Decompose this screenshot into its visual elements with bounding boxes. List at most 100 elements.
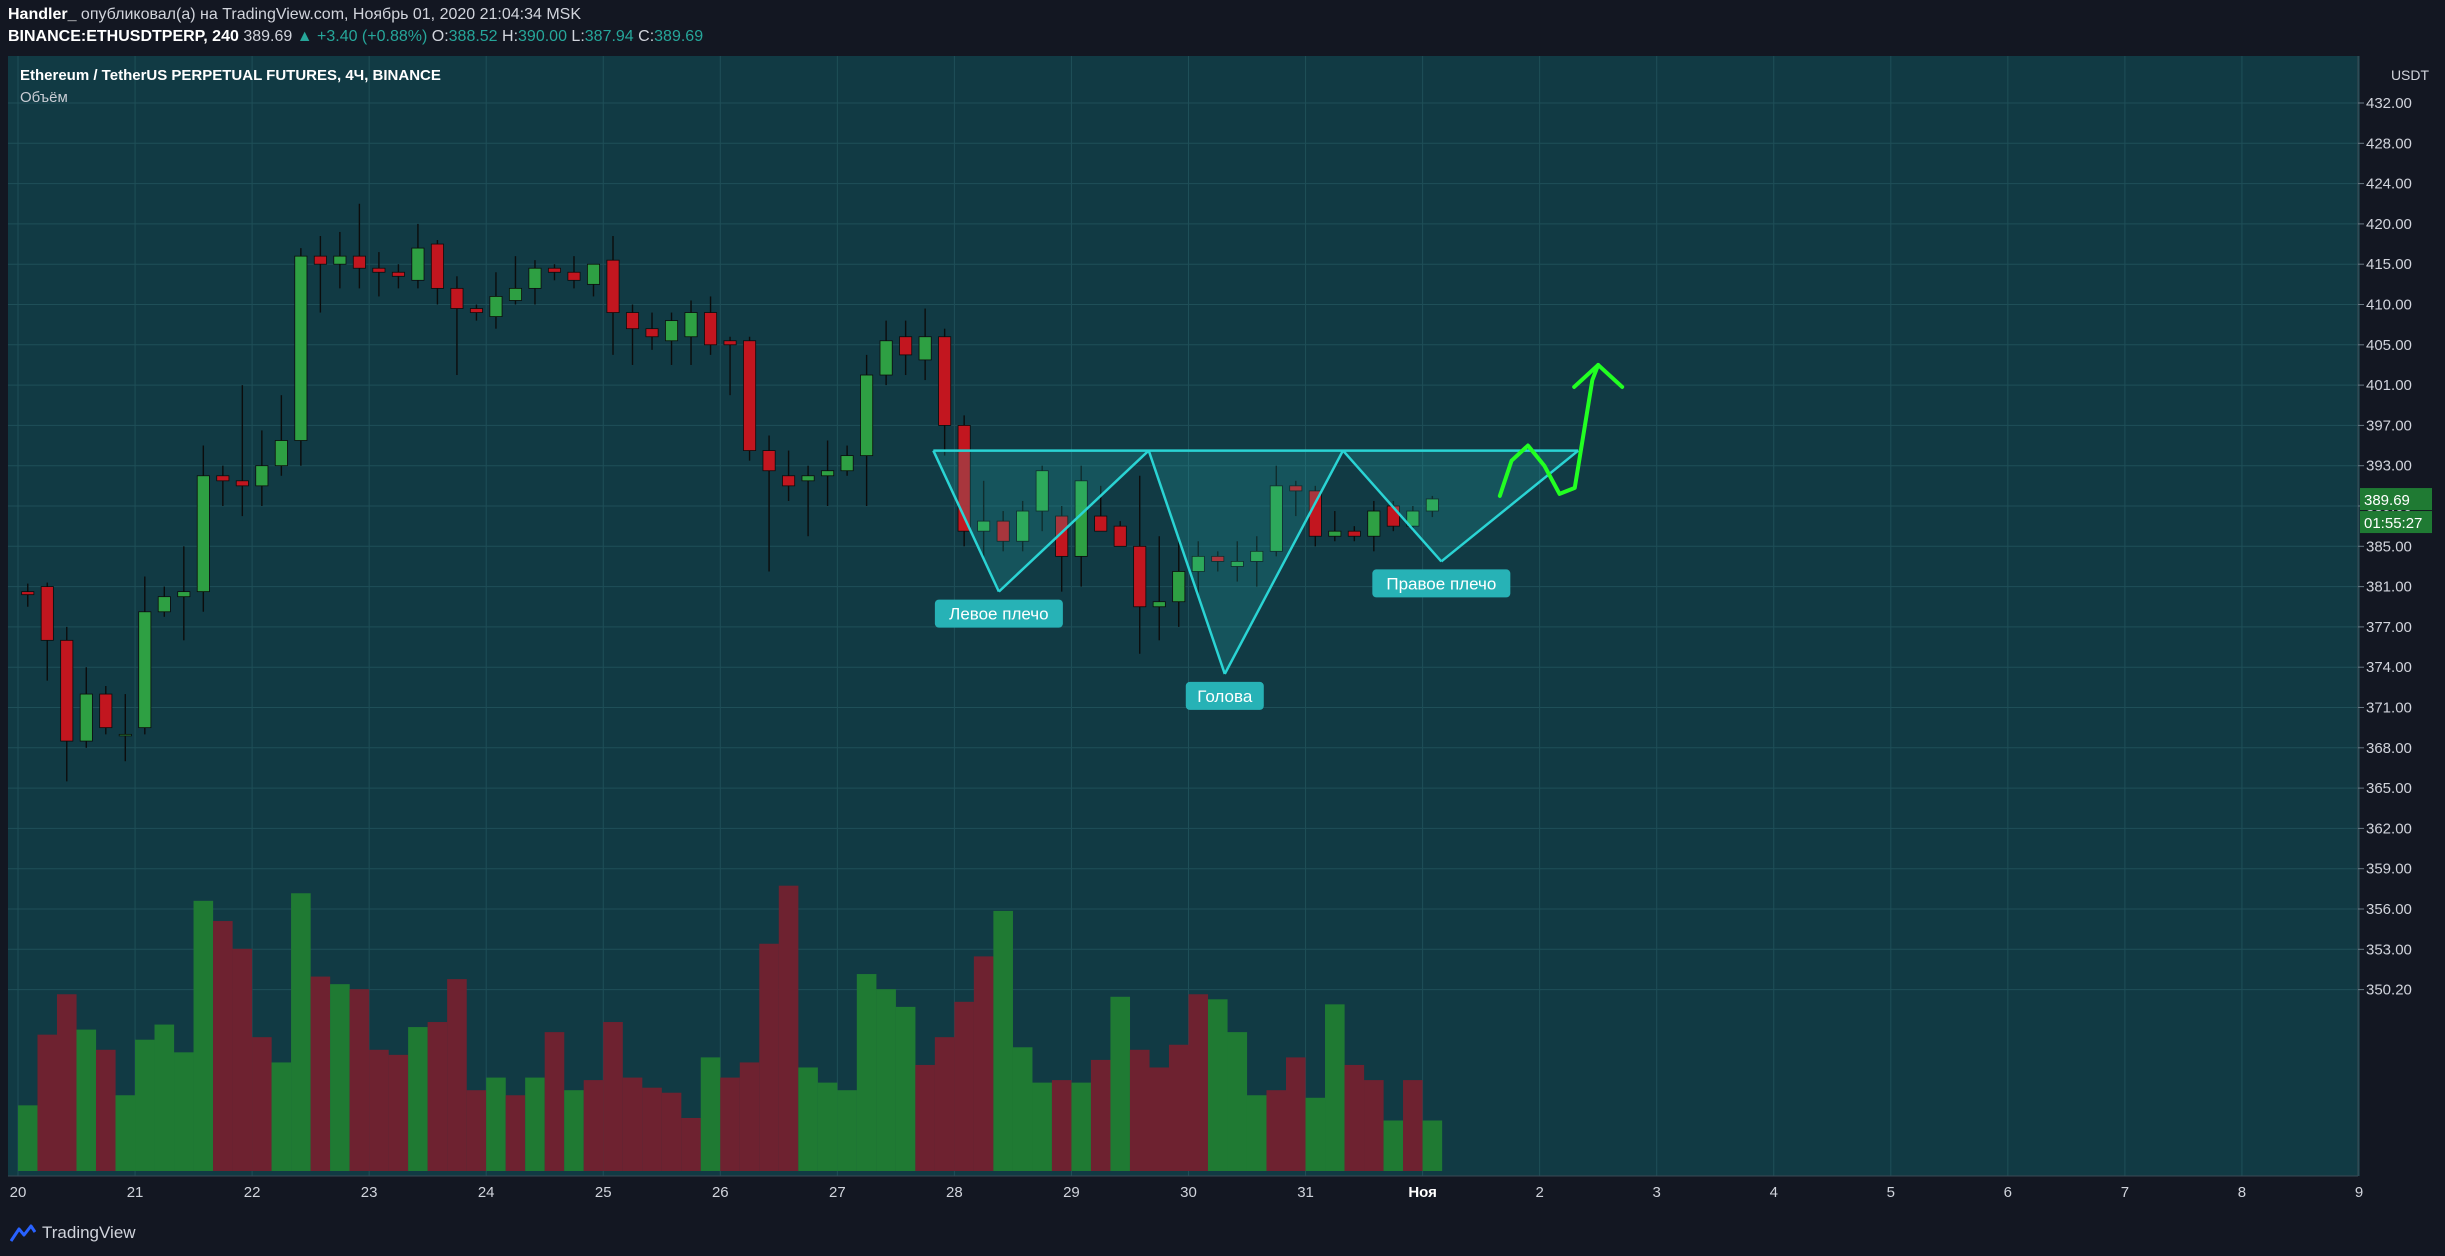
volume-bar: [193, 900, 214, 1171]
volume-bar: [115, 1095, 136, 1171]
head-shoulders-pattern: [932, 449, 1580, 675]
candle: [528, 260, 542, 305]
ohlc-line: BINANCE:ETHUSDTPERP, 240 389.69 ▲ +3.40 …: [8, 28, 703, 46]
volume-bar: [622, 1077, 643, 1171]
volume-bar: [759, 943, 779, 1171]
price-tick-label: 350.20: [2366, 982, 2412, 999]
candle: [99, 686, 113, 735]
volume-bar: [56, 994, 77, 1171]
price-tick-label: 393.00: [2366, 458, 2412, 475]
candle: [372, 252, 386, 297]
price-tick-label: 420.00: [2366, 216, 2412, 233]
price-tick-label: 353.00: [2366, 941, 2412, 958]
candle-body: [1152, 601, 1166, 608]
high-label: H:: [502, 28, 519, 45]
time-tick-label: 29: [1063, 1184, 1080, 1201]
candle-body: [469, 308, 483, 313]
last-price: 389.69: [243, 28, 293, 45]
candle: [1347, 526, 1361, 542]
candle: [860, 354, 874, 506]
candle-body: [294, 255, 308, 441]
time-tick-label: 28: [946, 1184, 963, 1201]
price-tick-label: 385.00: [2366, 538, 2412, 555]
candle: [938, 328, 952, 456]
candle: [704, 296, 718, 355]
candle: [469, 304, 483, 321]
volume-bar: [525, 1077, 545, 1171]
candle: [79, 667, 93, 748]
candle: [40, 582, 54, 681]
time-tick-label: 2: [1535, 1184, 1543, 1201]
candle: [801, 465, 815, 537]
candle-body: [567, 271, 581, 281]
grid-lines: [8, 56, 2360, 1176]
volume-bar: [466, 1090, 487, 1171]
candle: [255, 430, 269, 506]
chart-header: Handler_ опубликовал(а) на TradingView.c…: [0, 0, 2445, 56]
projection-arrow: [1497, 362, 1601, 498]
volume-bar: [271, 1062, 292, 1171]
volume-bar: [1227, 1032, 1248, 1171]
volume-bar: [564, 1090, 584, 1171]
candle: [1172, 536, 1186, 627]
candle: [762, 435, 776, 572]
candle: [177, 546, 191, 641]
candle-body: [99, 693, 113, 729]
candle-body: [547, 267, 561, 273]
candle-body: [528, 267, 542, 289]
time-tick-label: 6: [2004, 1184, 2012, 1201]
pattern-line: [998, 449, 1150, 593]
publish-info: опубликовал(а) на TradingView.com, Ноябр…: [80, 6, 582, 23]
time-tick-label: 31: [1297, 1184, 1314, 1201]
volume-bar: [1071, 1082, 1092, 1171]
pattern-line: [1342, 449, 1443, 563]
pattern-fill: [1148, 450, 1344, 674]
candle-body: [391, 271, 405, 277]
candle-body: [704, 312, 718, 346]
pattern-line: [932, 450, 1001, 593]
candle-body: [860, 374, 874, 457]
volume-bar: [154, 1024, 175, 1171]
pattern-fill: [933, 450, 1149, 592]
volume-bar: [174, 1052, 194, 1171]
price-axis-currency: USDT: [2391, 67, 2430, 83]
volume-bar: [291, 893, 311, 1171]
volume-bar: [37, 1034, 58, 1171]
price-axis-panel: [2358, 56, 2445, 1176]
candle: [294, 248, 308, 466]
tradingview-brand[interactable]: TradingView: [42, 1223, 136, 1242]
volume-bar: [213, 921, 233, 1171]
author-name[interactable]: Handler_: [8, 6, 77, 23]
candle-body: [313, 255, 327, 265]
volume-bar: [252, 1037, 272, 1171]
candle-body: [801, 475, 815, 482]
last-price-tag-text: 389.69: [2364, 492, 2410, 509]
pattern-label-bg: [1185, 681, 1264, 710]
time-tick-label: 5: [1887, 1184, 1895, 1201]
candle: [352, 203, 366, 289]
candle: [508, 256, 522, 305]
candle-body: [782, 475, 796, 487]
candle: [821, 440, 835, 506]
volume-bar: [388, 1054, 409, 1171]
candle-body: [138, 611, 152, 729]
candle-body: [723, 340, 737, 346]
candle-body: [1328, 530, 1342, 537]
volume-bar: [681, 1117, 701, 1171]
time-tick-label: 25: [595, 1184, 612, 1201]
volume-bar: [1325, 1004, 1345, 1171]
candle: [645, 312, 659, 350]
candle-body: [274, 440, 288, 467]
candle-body: [996, 520, 1010, 542]
countdown-tag: [2360, 511, 2432, 534]
price-chart[interactable]: Левое плечо Голова Правое плечо USDT 432.00 4…: [0, 56, 2445, 1210]
countdown-tag-text: 01:55:27: [2364, 515, 2422, 532]
volume-bar: [408, 1027, 428, 1171]
price-tick-label: 397.00: [2366, 417, 2412, 434]
volume-bar: [1422, 1120, 1443, 1171]
volume-bar: [1110, 996, 1131, 1171]
volume-bar: [1285, 1057, 1306, 1171]
candle: [411, 223, 425, 289]
candle-body: [157, 596, 171, 613]
pattern-label: Голова: [1185, 681, 1264, 710]
